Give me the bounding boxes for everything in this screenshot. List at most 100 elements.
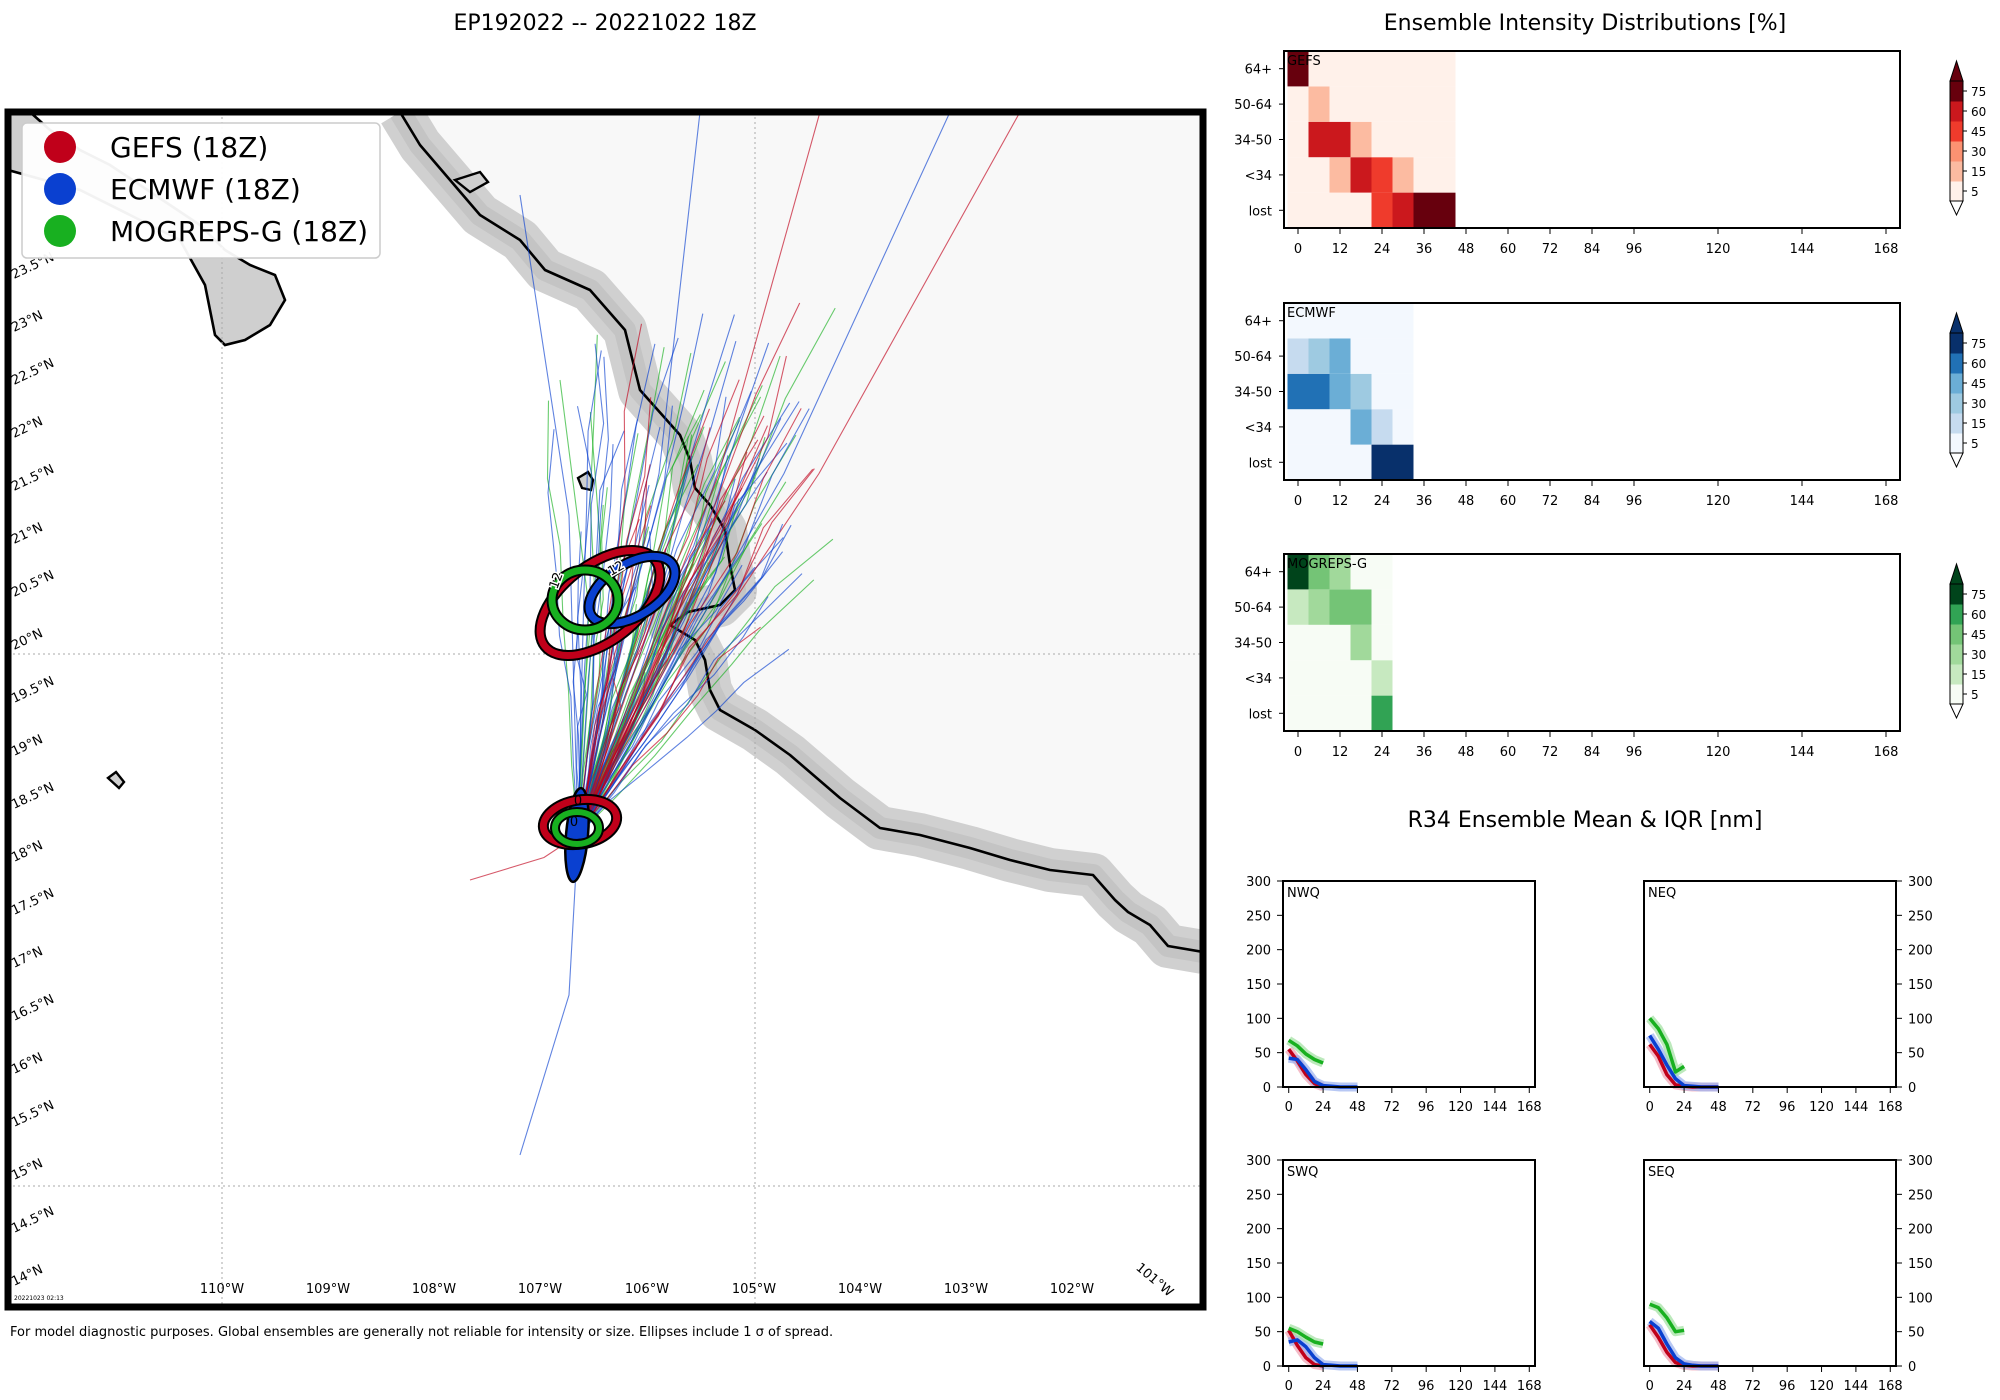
x-tick-label: 48 <box>1349 1379 1366 1394</box>
track-line <box>577 352 692 838</box>
x-tick-label: 24 <box>1315 1100 1332 1115</box>
ellipse-label-0: 0 <box>574 794 582 809</box>
y-tick-label: 64+ <box>1245 63 1272 78</box>
heatmap-cell <box>1287 624 1309 661</box>
heatmap-cell <box>1371 695 1393 731</box>
x-tick-label: 60 <box>1500 745 1517 760</box>
track-line <box>577 342 770 839</box>
x-tick-label: 0 <box>1646 1100 1654 1115</box>
heatmap-cell <box>1287 338 1309 374</box>
heatmap-cell <box>1329 373 1351 410</box>
y-tick-label: 300 <box>1908 1154 1933 1169</box>
map-legend: GEFS (18Z) ECMWF (18Z) MOGREPS-G (18Z) <box>21 122 381 259</box>
heatmap-cell <box>1371 373 1393 410</box>
heatmap-cell <box>1350 192 1372 228</box>
x-tick-label: 120 <box>1448 1379 1473 1394</box>
heatmap-cell <box>1392 51 1414 87</box>
track-line <box>577 427 711 838</box>
y-tick-label: 150 <box>1246 978 1271 993</box>
track-line <box>577 112 701 836</box>
heatmap-cell <box>1413 51 1435 87</box>
heatmap-cell <box>1329 121 1351 158</box>
heatmap-title: GEFS <box>1287 54 1321 69</box>
mainland-land <box>400 112 1203 952</box>
heatmap-cell <box>1287 192 1309 228</box>
heatmap-cell <box>1287 660 1309 696</box>
heatmap-cell <box>1434 121 1456 158</box>
y-tick-label: 0 <box>1908 1360 1916 1375</box>
heatmap-cell <box>1329 444 1351 480</box>
lon-label: 103°W <box>944 1282 988 1297</box>
x-tick-label: 48 <box>1349 1100 1366 1115</box>
colorbar-tick-label: 15 <box>1971 668 1986 682</box>
colorbar-mogreps-g: 5 15 30 45 60 75 <box>1949 562 1986 720</box>
heatmap-cell <box>1371 86 1393 122</box>
heatmap-cell <box>1371 121 1393 158</box>
y-tick-label: 150 <box>1908 978 1933 993</box>
colorbar-ecmwf: 5 15 30 45 60 75 <box>1949 311 1986 469</box>
y-tick-label: 34-50 <box>1234 637 1272 652</box>
x-tick-label: 24 <box>1676 1379 1693 1394</box>
r34-panel-swq: SWQ 0 24 48 72 96 120 144 168 0 50 100 150 200 250 300 <box>1246 1154 1542 1394</box>
mean-line-mogreps-g <box>1648 1017 1686 1074</box>
legend-label-gefs: GEFS (18Z) <box>110 131 268 164</box>
heatmap-cell <box>1308 444 1330 480</box>
heatmap-gefs: lost <34 34-50 50-64 64+ GEFS 0 12 24 36 48 60 72 84 9… <box>1234 50 1986 257</box>
x-tick-label: 36 <box>1416 494 1433 509</box>
heatmap-cell <box>1392 192 1414 228</box>
track-line <box>577 648 790 834</box>
x-tick-label: 144 <box>1790 745 1815 760</box>
x-tick-label: 60 <box>1500 242 1517 257</box>
ellipse-label-12-b: 12 <box>547 570 567 591</box>
heatmap-cell <box>1371 303 1393 339</box>
x-tick-label: 168 <box>1874 745 1899 760</box>
r34-panel-title: NEQ <box>1648 886 1676 901</box>
heatmap-cell <box>1350 409 1372 445</box>
island-socorro <box>106 770 126 790</box>
y-tick-label: 150 <box>1908 1257 1933 1272</box>
colorbar-tick-label: 5 <box>1971 437 1979 451</box>
y-tick-label: 100 <box>1246 1291 1271 1306</box>
y-tick-label: 200 <box>1908 944 1933 959</box>
heatmap-cell <box>1350 373 1372 410</box>
y-tick-label: 300 <box>1246 1154 1271 1169</box>
track-line <box>577 408 711 832</box>
svg-text:12: 12 <box>547 570 567 591</box>
heatmap-cell <box>1350 51 1372 87</box>
lon-label: 106°W <box>625 1282 669 1297</box>
heatmap-cell <box>1350 121 1372 158</box>
heatmap-cell <box>1329 624 1351 661</box>
y-tick-label: 50 <box>1254 1326 1271 1341</box>
heatmap-cell <box>1287 303 1309 339</box>
track-line <box>577 596 769 838</box>
heatmap-cell <box>1308 157 1330 193</box>
colorbar-tick-label: 60 <box>1971 105 1986 119</box>
heatmap-cell <box>1413 121 1435 158</box>
x-tick-label: 84 <box>1584 242 1601 257</box>
lon-label: 108°W <box>412 1282 456 1297</box>
island-north <box>452 170 490 194</box>
heatmap-cell <box>1329 157 1351 193</box>
y-tick-label: 64+ <box>1245 315 1272 330</box>
heatmap-cell <box>1287 157 1309 193</box>
y-tick-label: 250 <box>1908 909 1933 924</box>
heatmap-cell <box>1287 589 1309 625</box>
heatmap-cell <box>1392 373 1414 410</box>
x-tick-label: 120 <box>1706 242 1731 257</box>
y-tick-label: lost <box>1249 204 1272 219</box>
heatmap-cell <box>1308 409 1330 445</box>
x-tick-label: 0 <box>1294 745 1302 760</box>
track-line <box>577 112 1021 836</box>
main-title: EP192022 -- 20221022 18Z <box>453 11 756 36</box>
lon-label: 105°W <box>732 1282 776 1297</box>
x-tick-label: 12 <box>1332 242 1349 257</box>
heatmap-cell <box>1392 121 1414 158</box>
colorbar-tick-label: 5 <box>1971 185 1979 199</box>
x-tick-label: 12 <box>1332 745 1349 760</box>
colorbar-tick-label: 30 <box>1971 397 1986 411</box>
x-tick-label: 36 <box>1416 745 1433 760</box>
y-tick-label: 0 <box>1908 1081 1916 1096</box>
heatmap-cell <box>1350 338 1372 374</box>
x-tick-label: 48 <box>1458 745 1475 760</box>
